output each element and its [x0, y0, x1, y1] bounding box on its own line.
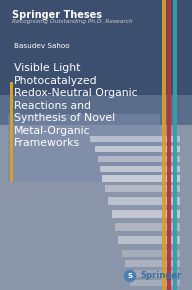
Bar [102, 175, 180, 182]
Bar [10, 82, 13, 182]
Bar [122, 250, 180, 257]
Bar [167, 0, 171, 290]
Bar [115, 223, 180, 231]
Bar [105, 185, 180, 192]
Circle shape [124, 271, 136, 282]
Bar [8, 114, 160, 182]
Bar [108, 197, 180, 205]
Bar [100, 166, 180, 172]
Text: Springer Theses: Springer Theses [12, 10, 102, 20]
Bar [130, 280, 180, 286]
Bar [0, 95, 192, 125]
Text: Recognizing Outstanding Ph.D. Research: Recognizing Outstanding Ph.D. Research [12, 19, 133, 24]
Bar [0, 125, 192, 290]
Bar [128, 270, 180, 277]
Bar [98, 156, 180, 162]
Bar [112, 210, 180, 218]
Text: Visible Light
Photocatalyzed
Redox-Neutral Organic
Reactions and
Synthesis of No: Visible Light Photocatalyzed Redox-Neutr… [14, 63, 138, 148]
Text: S: S [127, 273, 132, 279]
Text: Basudev Sahoo: Basudev Sahoo [14, 43, 70, 49]
Bar [0, 0, 192, 95]
Bar [118, 236, 180, 244]
Bar [95, 146, 180, 152]
Bar [125, 260, 180, 267]
Bar [162, 0, 166, 290]
Text: Springer: Springer [140, 271, 181, 280]
Bar [90, 136, 180, 142]
Bar [173, 0, 177, 290]
